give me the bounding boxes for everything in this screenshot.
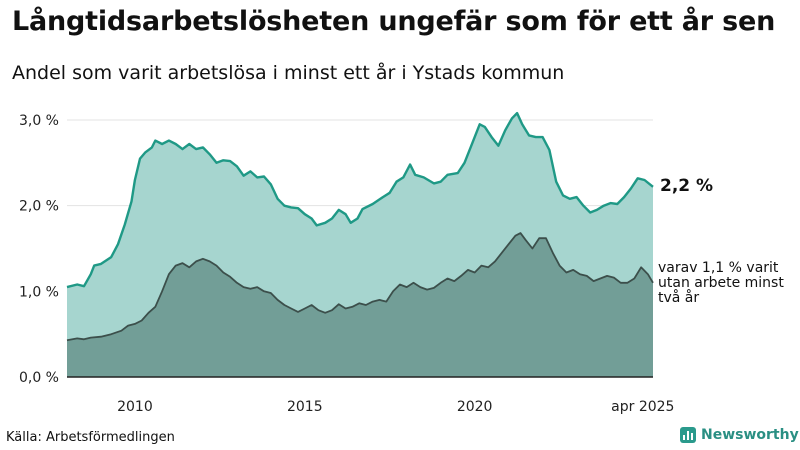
source-note: Källa: Arbetsförmedlingen — [6, 430, 175, 445]
latest-value-label: 2,2 % — [660, 176, 714, 196]
bar-chart-icon — [680, 427, 696, 443]
x-tick-label: 2010 — [117, 399, 153, 415]
x-tick-label: apr 2025 — [611, 399, 674, 415]
y-tick-label: 1,0 % — [19, 284, 59, 300]
sub-series-label: varav 1,1 % varit utan arbete minst två … — [658, 260, 784, 306]
newsworthy-logo[interactable]: Newsworthy — [680, 427, 799, 443]
chart-subtitle: Andel som varit arbetslösa i minst ett å… — [12, 62, 565, 84]
x-tick-label: 2020 — [457, 399, 493, 415]
series-line-upper — [66, 111, 654, 289]
y-tick-label: 0,0 % — [19, 370, 59, 386]
series-line-lower — [66, 232, 654, 342]
series-area-lower — [67, 233, 653, 377]
chart-title: Långtidsarbetslösheten ungefär som för e… — [12, 6, 776, 37]
y-tick-label: 2,0 % — [19, 199, 59, 215]
x-tick-label: 2015 — [287, 399, 323, 415]
brand-name: Newsworthy — [701, 427, 799, 443]
y-tick-label: 3,0 % — [19, 113, 59, 129]
